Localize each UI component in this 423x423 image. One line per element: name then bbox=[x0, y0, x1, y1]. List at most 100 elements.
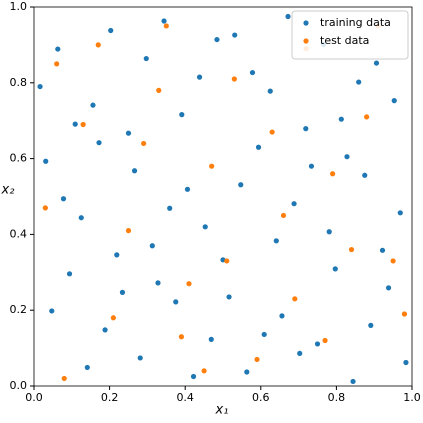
point bbox=[49, 308, 55, 314]
legend-marker bbox=[303, 38, 309, 44]
legend-label: training data bbox=[320, 16, 391, 29]
point bbox=[108, 27, 114, 34]
point bbox=[161, 18, 167, 24]
x-tick-label: 0.8 bbox=[328, 391, 346, 404]
point bbox=[391, 98, 397, 104]
point bbox=[131, 168, 138, 174]
y-tick-label: 1.0 bbox=[10, 0, 28, 13]
y-tick-label: 0.2 bbox=[10, 303, 28, 316]
point bbox=[249, 69, 256, 76]
point bbox=[397, 210, 403, 216]
point bbox=[291, 201, 297, 207]
point bbox=[141, 140, 147, 147]
point bbox=[149, 243, 155, 249]
point bbox=[66, 271, 73, 277]
point bbox=[78, 215, 84, 221]
point bbox=[80, 121, 86, 128]
point bbox=[231, 76, 237, 82]
point bbox=[156, 87, 162, 93]
point bbox=[119, 289, 126, 295]
point bbox=[55, 46, 61, 52]
y-tick-label: 0.8 bbox=[10, 76, 28, 89]
point bbox=[244, 369, 250, 375]
point bbox=[209, 163, 215, 169]
point bbox=[332, 266, 338, 272]
point bbox=[72, 121, 78, 127]
point bbox=[125, 228, 132, 234]
point bbox=[350, 378, 356, 385]
point bbox=[292, 296, 298, 302]
x-tick-label: 1.0 bbox=[403, 391, 421, 404]
point bbox=[269, 129, 275, 135]
point bbox=[201, 368, 207, 374]
point bbox=[96, 140, 102, 146]
point bbox=[322, 337, 328, 344]
x-tick-label: 0.2 bbox=[101, 391, 119, 404]
point bbox=[179, 112, 185, 118]
point bbox=[330, 171, 336, 177]
point bbox=[186, 281, 192, 287]
point bbox=[214, 36, 220, 43]
point bbox=[184, 186, 191, 192]
point bbox=[155, 280, 161, 286]
x-tick-label: 0.4 bbox=[176, 391, 194, 404]
point bbox=[254, 356, 260, 363]
legend-marker bbox=[303, 20, 309, 26]
point bbox=[90, 102, 96, 108]
point bbox=[190, 373, 197, 380]
point bbox=[285, 13, 291, 20]
point bbox=[279, 313, 285, 319]
point bbox=[226, 294, 232, 300]
point bbox=[208, 336, 214, 342]
point bbox=[114, 252, 120, 258]
point bbox=[261, 331, 267, 338]
x-axis-label: x₁ bbox=[215, 403, 229, 418]
point bbox=[326, 229, 332, 235]
x-tick-label: 0.6 bbox=[252, 391, 270, 404]
point bbox=[280, 212, 287, 219]
x-tick-label: 0.0 bbox=[25, 391, 43, 404]
point bbox=[110, 315, 116, 321]
point bbox=[84, 364, 90, 371]
y-axis-label: x₂ bbox=[1, 183, 15, 198]
legend-label: test data bbox=[320, 34, 369, 47]
point bbox=[137, 355, 143, 361]
point bbox=[356, 79, 362, 85]
point bbox=[42, 205, 48, 211]
point bbox=[390, 258, 396, 264]
point bbox=[364, 114, 370, 120]
point bbox=[362, 172, 368, 178]
point bbox=[314, 341, 321, 347]
point bbox=[178, 334, 185, 340]
point bbox=[308, 163, 315, 169]
y-tick-label: 0.0 bbox=[10, 379, 28, 392]
point bbox=[95, 42, 101, 48]
point bbox=[102, 327, 108, 333]
point bbox=[167, 205, 173, 211]
point bbox=[379, 247, 386, 253]
point bbox=[224, 258, 230, 264]
point bbox=[232, 32, 238, 38]
point bbox=[143, 55, 149, 62]
y-tick-label: 0.4 bbox=[10, 227, 28, 240]
y-tick-label: 0.6 bbox=[10, 152, 28, 165]
point bbox=[338, 116, 344, 122]
point bbox=[401, 311, 408, 317]
point bbox=[196, 74, 203, 80]
point bbox=[60, 196, 67, 202]
point bbox=[385, 285, 392, 291]
point bbox=[348, 246, 355, 253]
point bbox=[37, 83, 43, 90]
point bbox=[267, 88, 273, 94]
point bbox=[373, 60, 380, 66]
point bbox=[255, 144, 262, 150]
point bbox=[303, 126, 309, 132]
point bbox=[61, 375, 67, 382]
point bbox=[43, 158, 49, 164]
point bbox=[344, 154, 350, 160]
point bbox=[273, 238, 279, 244]
point bbox=[54, 61, 60, 67]
point bbox=[125, 130, 132, 136]
point bbox=[403, 359, 409, 366]
